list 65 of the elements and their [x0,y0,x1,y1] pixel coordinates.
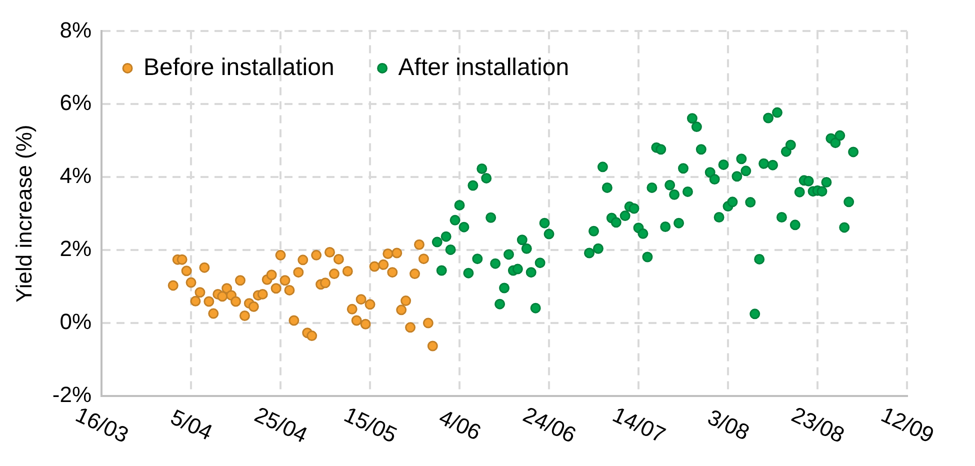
point [181,266,192,276]
point [396,304,407,316]
point [356,294,366,305]
point [311,250,322,260]
point [414,239,424,250]
point [378,259,389,270]
x-tick-label: 23/08 [788,402,848,448]
point [293,267,304,278]
point [186,277,196,288]
point [275,250,286,260]
x-tick-label: 25/04 [250,402,312,448]
point [280,275,290,286]
point [324,247,335,258]
y-tick-label: 6% [60,90,92,116]
point [194,287,206,298]
point [208,308,219,319]
y-tick-label: 2% [60,236,92,262]
x-tick-label: 15/05 [340,402,401,448]
point [333,254,344,264]
point [392,248,402,258]
legend-label: Before installation [144,54,334,81]
point [266,270,277,280]
point [410,268,420,280]
point [320,278,331,288]
point [342,266,353,276]
point [405,322,416,333]
point [306,330,318,342]
point [230,296,242,307]
y-tick-label: 4% [60,163,92,188]
point [239,310,250,321]
point [351,315,362,326]
point [346,304,358,314]
x-tick-label: 5/04 [166,404,216,446]
point [270,283,282,294]
point [360,318,371,330]
point [190,296,201,306]
point [176,254,188,265]
point [328,268,340,280]
y-tick-label: 0% [60,309,92,334]
x-tick-label: 4/06 [435,404,485,446]
x-tick-label: 3/08 [704,404,754,446]
point [234,275,246,286]
point [364,299,376,310]
point [387,267,398,278]
point [204,296,214,307]
x-tick-label: 24/06 [519,402,580,448]
point [382,248,394,259]
point [288,315,300,326]
x-tick-label: 12/09 [877,402,938,448]
y-axis-title: Yield increase (%) [11,124,36,302]
legend-label: After installation [398,54,570,81]
point [284,284,295,296]
point [257,288,268,300]
point [217,291,228,302]
point [248,301,259,312]
point [418,254,429,264]
point [422,318,434,328]
point [168,280,178,291]
point [298,254,308,266]
point [400,296,412,306]
x-tick-label: 14/07 [608,402,670,448]
y-tick-label: 8% [60,17,92,42]
point [199,262,210,273]
point [427,340,438,352]
point [369,261,380,272]
